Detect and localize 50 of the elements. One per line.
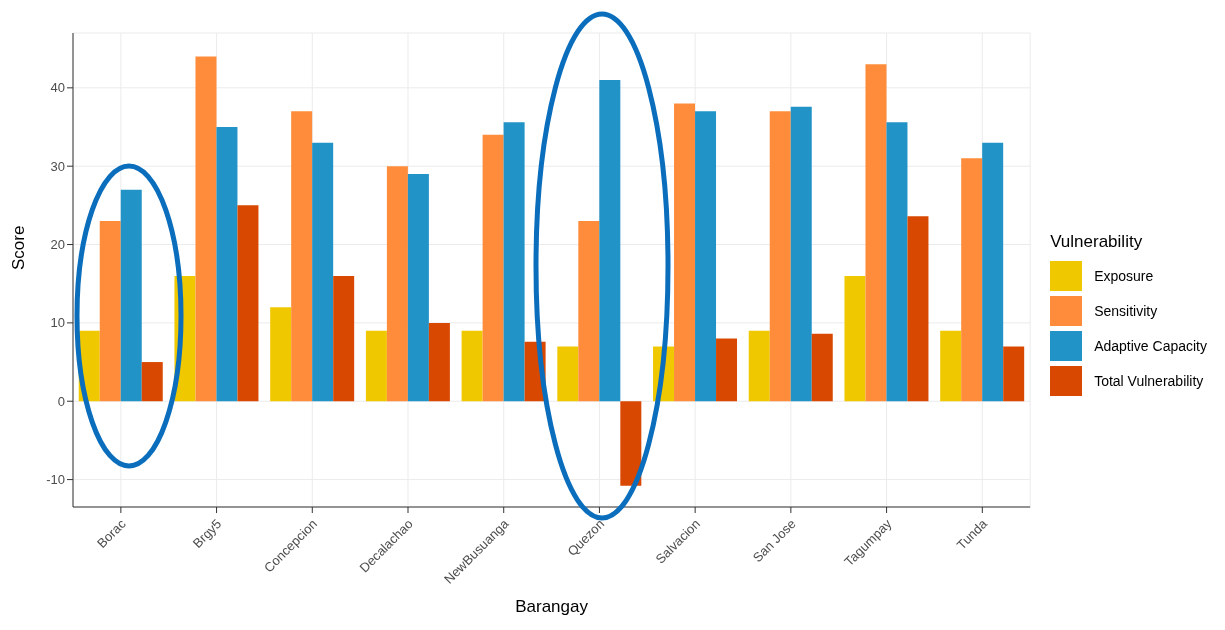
legend-title: Vulnerability — [1050, 232, 1144, 252]
y-tick-label: 30 — [50, 158, 65, 174]
bar — [237, 205, 259, 402]
bar — [312, 142, 334, 402]
bar — [1003, 346, 1025, 402]
bar — [428, 322, 450, 402]
bar — [365, 330, 387, 402]
bar — [195, 56, 217, 402]
bar — [811, 333, 833, 402]
bar — [557, 346, 579, 402]
x-tick-label: San Jose — [749, 516, 799, 566]
bar — [790, 106, 812, 402]
bar — [940, 330, 962, 402]
bar — [886, 122, 908, 402]
bar — [748, 330, 770, 402]
bar — [674, 103, 696, 402]
bar — [620, 401, 642, 486]
legend-label: Exposure — [1094, 267, 1154, 284]
bar — [386, 166, 408, 402]
bar — [961, 158, 983, 402]
bar — [982, 142, 1004, 402]
bar — [695, 111, 717, 402]
bar — [407, 174, 429, 402]
bar — [844, 275, 866, 402]
y-tick-label: 40 — [50, 80, 65, 96]
bar — [120, 189, 142, 402]
y-tick-label: 0 — [57, 393, 65, 409]
legend-label: Sensitivity — [1094, 302, 1158, 319]
bar — [333, 275, 355, 402]
bar — [599, 80, 621, 402]
bar — [769, 111, 791, 402]
y-tick-label: 20 — [50, 237, 65, 253]
y-tick-label: -10 — [46, 472, 65, 488]
bar — [482, 134, 504, 402]
bar — [907, 216, 929, 402]
bar — [141, 362, 163, 402]
bar — [99, 221, 121, 402]
bar — [461, 330, 483, 402]
bar — [503, 122, 525, 402]
bar — [291, 111, 313, 402]
y-tick-label: 10 — [50, 315, 65, 331]
bar — [270, 307, 292, 402]
bar — [578, 221, 600, 402]
bar — [865, 64, 887, 402]
x-axis-title: Barangay — [515, 597, 589, 616]
legend-label: Total Vulnerability — [1094, 372, 1204, 389]
bar — [216, 127, 238, 402]
legend-label: Adaptive Capacity — [1094, 337, 1207, 354]
bar — [716, 338, 738, 402]
y-axis-title: Score — [9, 225, 29, 270]
